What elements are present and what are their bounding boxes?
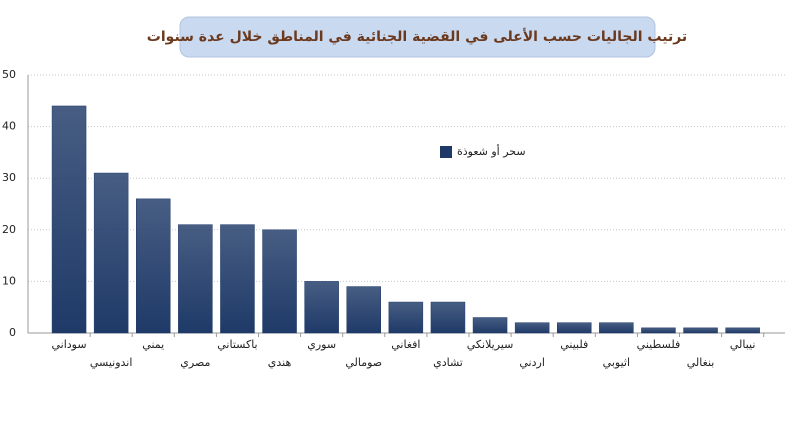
x-tick-label: افغاني	[391, 338, 420, 351]
bar	[472, 317, 508, 334]
x-tick-label: تشادي	[433, 356, 463, 369]
bar	[641, 327, 676, 334]
bar	[136, 198, 171, 334]
legend-swatch	[440, 146, 452, 158]
x-tick-label: باكستاني	[217, 338, 257, 351]
bar	[683, 327, 718, 334]
x-tick-label: اندونيسي	[90, 356, 133, 369]
bar	[388, 301, 424, 334]
bar	[51, 105, 87, 334]
y-tick-label: 0	[9, 326, 16, 339]
y-tick-label: 20	[2, 223, 16, 236]
x-tick-label: سوري	[307, 338, 336, 351]
y-tick-label: 30	[2, 171, 16, 184]
x-tick-label: مصري	[180, 356, 210, 369]
bar	[178, 224, 213, 334]
bar	[514, 322, 550, 334]
chart-title: ترتيب الجاليات حسب الأعلى في القضية الجن…	[147, 28, 687, 45]
x-tick-label: هندي	[268, 356, 292, 369]
x-tick-label: سيريلانكي	[467, 338, 514, 351]
legend-label: سحر أو شعوذة	[457, 144, 526, 158]
bar	[599, 322, 634, 334]
x-tick-label: فلبيني	[560, 338, 588, 351]
x-tick-label: نيبالي	[730, 338, 756, 351]
bar	[304, 281, 339, 334]
bar	[346, 286, 381, 334]
bar	[93, 172, 129, 334]
x-tick-label: سوداني	[52, 338, 87, 351]
bar	[262, 229, 297, 334]
x-tick-label: اثيوبي	[603, 356, 630, 369]
title-box	[179, 16, 656, 58]
bar	[430, 301, 466, 334]
y-tick-label: 50	[2, 68, 16, 81]
x-tick-label: صومالي	[345, 356, 382, 369]
x-tick-label: فلسطيني	[637, 338, 681, 351]
bar	[220, 224, 255, 334]
x-tick-label: اردني	[519, 356, 545, 369]
y-tick-label: 10	[2, 274, 16, 287]
bar	[557, 322, 592, 334]
x-tick-label: بنغالي	[687, 356, 715, 369]
bar	[725, 327, 760, 334]
y-tick-label: 40	[2, 120, 16, 133]
x-tick-label: يمني	[142, 338, 164, 351]
